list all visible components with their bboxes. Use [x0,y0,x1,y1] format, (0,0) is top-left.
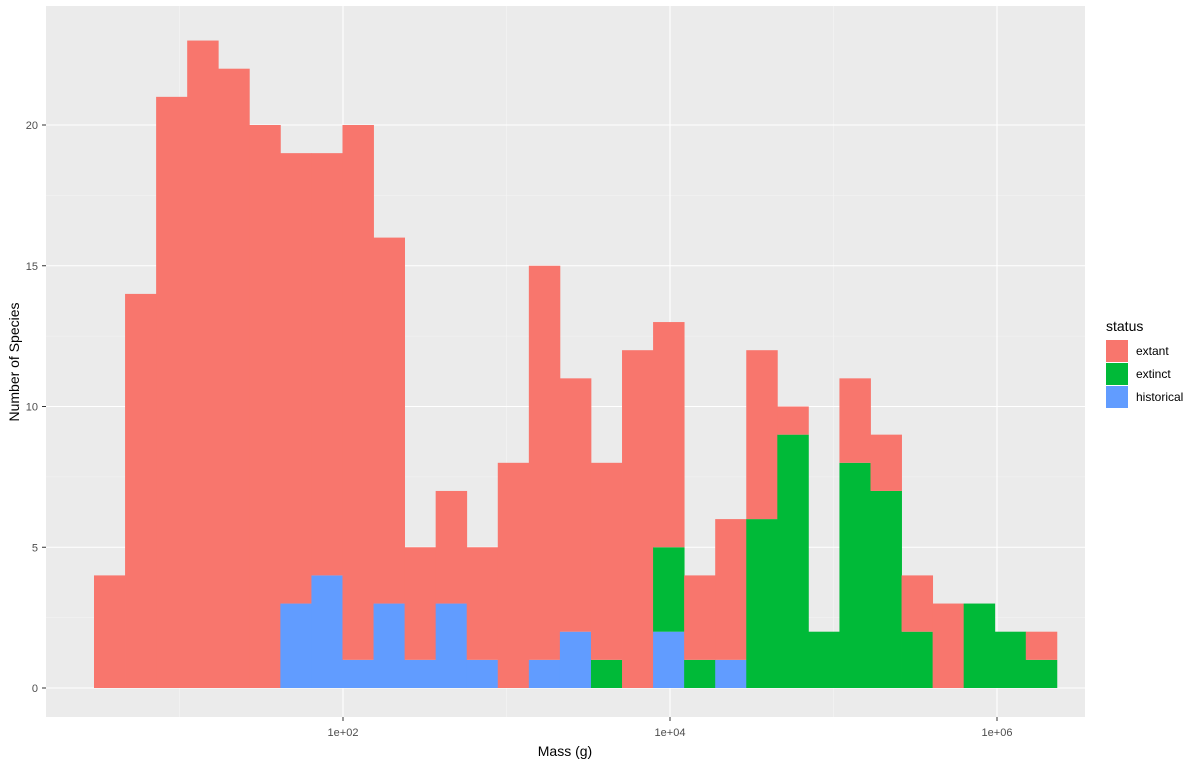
bar-extant [590,462,623,660]
bar-extant [746,350,778,520]
bar-historical [435,603,468,688]
bar-extant [684,575,716,660]
bar-extinct [1025,659,1058,688]
bar-extant [249,125,281,688]
bar-extant [125,293,157,688]
y-tick-label: 20 [26,120,38,132]
legend-key-historical [1106,386,1128,408]
bar-extant [777,406,809,435]
bar-extant [187,40,219,689]
x-axis-ticks: 1e+02 1e+04 1e+06 [328,717,1013,739]
bar-historical [466,659,499,688]
legend-label-extant: extant [1136,344,1169,358]
bar-extinct [994,631,1027,688]
bar-extinct [590,659,623,688]
bar-extinct [870,490,902,688]
bar-extant [870,434,902,491]
bar-extant [466,547,499,660]
bar-extant [1025,631,1058,660]
bar-extant [435,490,468,604]
bar-extinct [963,603,996,688]
bar-extant [94,575,126,688]
bar-extant [404,547,437,660]
y-tick-label: 10 [26,402,38,414]
bar-extant [839,378,871,463]
legend-title: status [1106,318,1143,334]
bar-extant [932,603,965,688]
legend-label-historical: historical [1136,390,1183,404]
bar-extinct [684,659,716,688]
bar-extant [622,350,654,688]
bar-extant [311,153,343,576]
bar-extant [280,153,312,604]
legend: status extant extinct historical [1106,318,1183,408]
bar-extinct [901,631,934,688]
x-tick-label: 1e+04 [655,727,686,739]
bar-historical [528,659,561,688]
legend-key-extinct [1106,363,1128,385]
y-tick-label: 0 [32,683,38,695]
bars [94,40,1058,689]
bar-historical [280,603,312,688]
bar-historical [342,659,374,688]
x-axis-title: Mass (g) [538,743,592,759]
bar-extinct [777,434,809,688]
bar-extant [528,265,561,660]
legend-label-extinct: extinct [1136,367,1171,381]
bar-extant [342,125,374,660]
bar-historical [373,603,405,688]
bar-extinct [746,519,778,688]
legend-key-extant [1106,340,1128,362]
bar-extant [373,237,405,604]
bar-extant [559,378,592,632]
bar-historical [404,659,437,688]
bar-extant [653,322,685,548]
bar-extant [497,462,530,688]
bar-extinct [808,631,840,688]
x-tick-label: 1e+06 [982,727,1013,739]
y-axis-ticks: 0 5 10 15 20 [26,120,46,695]
bar-extant [156,96,188,689]
x-tick-label: 1e+02 [328,727,359,739]
bar-extinct [839,462,871,688]
bar-historical [653,631,685,688]
bar-historical [559,631,592,688]
y-tick-label: 15 [26,261,38,273]
y-tick-label: 5 [32,542,38,554]
bar-historical [715,659,747,688]
y-axis-title: Number of Species [6,302,22,421]
bar-extant [218,68,250,688]
bar-extant [901,575,934,632]
bar-historical [311,575,343,688]
bar-extant [715,519,747,660]
bar-extinct [653,547,685,632]
